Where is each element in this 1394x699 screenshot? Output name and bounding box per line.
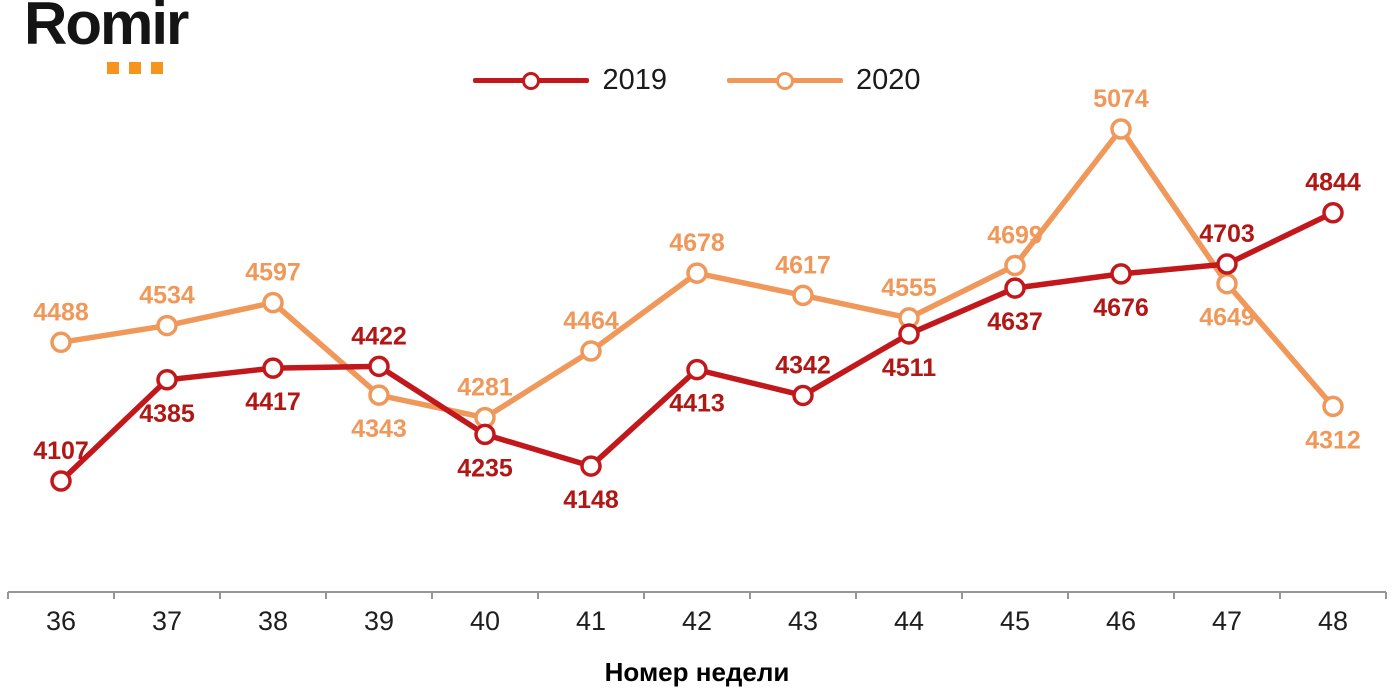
- data-point-marker-2020-w38: [262, 291, 284, 314]
- x-axis-tick-label: 46: [1106, 606, 1136, 636]
- data-point-label-2020-w41: 4464: [563, 307, 619, 335]
- data-point-marker-2019-w39: [368, 355, 390, 378]
- logo-dot: [107, 62, 119, 74]
- data-point-marker-2019-w46: [1110, 263, 1132, 285]
- legend-item-2020: 2020: [727, 64, 921, 97]
- x-axis-tick-label: 41: [576, 606, 606, 636]
- x-axis-tick-label: 36: [46, 606, 76, 636]
- data-point-label-2020-w39: 4343: [351, 415, 407, 443]
- x-axis-tick-label: 40: [470, 606, 500, 636]
- data-point-marker-2020-w43: [792, 284, 814, 307]
- data-point-label-2020-w44: 4555: [881, 274, 937, 302]
- data-point-marker-2019-w40: [474, 423, 496, 446]
- data-point-marker-2020-w42: [686, 262, 708, 284]
- legend-line-swatch: [727, 71, 843, 90]
- data-point-marker-2020-w48: [1322, 395, 1344, 418]
- x-axis-tick-label: 42: [682, 606, 712, 636]
- data-point-marker-2020-w46: [1110, 118, 1132, 140]
- data-point-marker-2019-w38: [262, 357, 284, 379]
- data-point-marker-2019-w48: [1322, 201, 1344, 224]
- data-point-markers: [50, 118, 1344, 492]
- data-point-marker-2019-w45: [1004, 277, 1026, 299]
- legend-marker-icon: [776, 71, 794, 90]
- data-point-label-2020-w40: 4281: [457, 374, 513, 402]
- data-point-label-2020-w42: 4678: [669, 229, 725, 257]
- x-axis: 36 37 38 39 40 41 42 43 44 45 46 47 48: [7, 591, 1387, 636]
- x-axis-tick-label: 43: [788, 606, 818, 636]
- data-point-marker-2019-w44: [898, 323, 920, 345]
- data-point-label-2020-w37: 4534: [139, 282, 195, 310]
- data-point-label-2019-w44: 4511: [882, 354, 936, 382]
- data-point-marker-2019-w37: [156, 369, 178, 391]
- data-point-label-2019-w45: 4637: [987, 308, 1043, 336]
- data-point-label-2020-w48: 4312: [1305, 426, 1361, 454]
- x-axis-tick-label: 48: [1318, 606, 1348, 636]
- data-point-label-2019-w46: 4676: [1093, 294, 1149, 322]
- data-point-label-2019-w47: 4703: [1199, 220, 1255, 248]
- legend-item-label: 2020: [856, 64, 921, 96]
- data-point-label-2020-w46: 5074: [1093, 85, 1149, 113]
- data-point-label-2020-w38: 4597: [245, 259, 301, 287]
- data-point-marker-2019-w42: [686, 358, 708, 381]
- data-point-marker-2019-w47: [1216, 253, 1238, 275]
- romir-logo: Romir: [24, 0, 189, 74]
- x-axis-tick-label: 45: [1000, 606, 1030, 636]
- legend: 2019 2020: [0, 64, 1394, 97]
- x-axis-tick-label: 38: [258, 606, 288, 636]
- data-point-label-2019-w41: 4148: [563, 486, 619, 514]
- data-point-marker-2020-w39: [368, 384, 390, 406]
- x-axis-tick-label: 47: [1212, 606, 1242, 636]
- logo-text: Romir: [24, 0, 189, 57]
- logo-dot: [129, 62, 141, 74]
- data-point-label-2020-w43: 4617: [775, 251, 831, 279]
- data-point-label-2019-w48: 4844: [1305, 169, 1361, 197]
- logo-dot: [151, 62, 163, 74]
- data-point-marker-2020-w45: [1004, 254, 1026, 277]
- data-point-labels: 4107 4385 4417 4422 4235 4148 4413 4342 4511 4637…: [33, 85, 1361, 514]
- logo-dots: [107, 62, 163, 74]
- data-point-label-2019-w43: 4342: [775, 351, 831, 379]
- data-point-label-2019-w38: 4417: [245, 388, 301, 416]
- legend-item-2019: 2019: [473, 64, 667, 97]
- legend-item-label: 2019: [602, 64, 667, 96]
- x-axis-title: Номер недели: [605, 657, 790, 687]
- data-point-marker-2020-w41: [580, 340, 602, 362]
- x-axis-tick-label: 39: [364, 606, 394, 636]
- data-point-label-2019-w42: 4413: [669, 390, 725, 418]
- data-point-marker-2020-w36: [50, 331, 72, 354]
- data-point-label-2019-w40: 4235: [457, 454, 513, 482]
- data-point-marker-2020-w37: [156, 314, 178, 337]
- data-point-label-2020-w45: 4699: [987, 222, 1043, 250]
- data-point-label-2019-w36: 4107: [33, 437, 89, 465]
- data-point-label-2019-w37: 4385: [139, 400, 195, 428]
- x-axis-tick-label: 37: [152, 606, 182, 636]
- data-point-marker-2020-w47: [1216, 272, 1238, 295]
- x-axis-tick-label: 44: [894, 606, 924, 636]
- data-point-marker-2019-w43: [792, 384, 814, 407]
- data-point-marker-2019-w41: [580, 455, 602, 477]
- data-point-label-2020-w47: 4649: [1199, 304, 1255, 332]
- legend-line-swatch: [473, 71, 590, 90]
- data-point-label-2020-w36: 4488: [33, 298, 89, 326]
- data-point-label-2019-w39: 4422: [351, 322, 407, 350]
- data-point-marker-2019-w36: [50, 470, 72, 492]
- legend-marker-icon: [522, 71, 541, 90]
